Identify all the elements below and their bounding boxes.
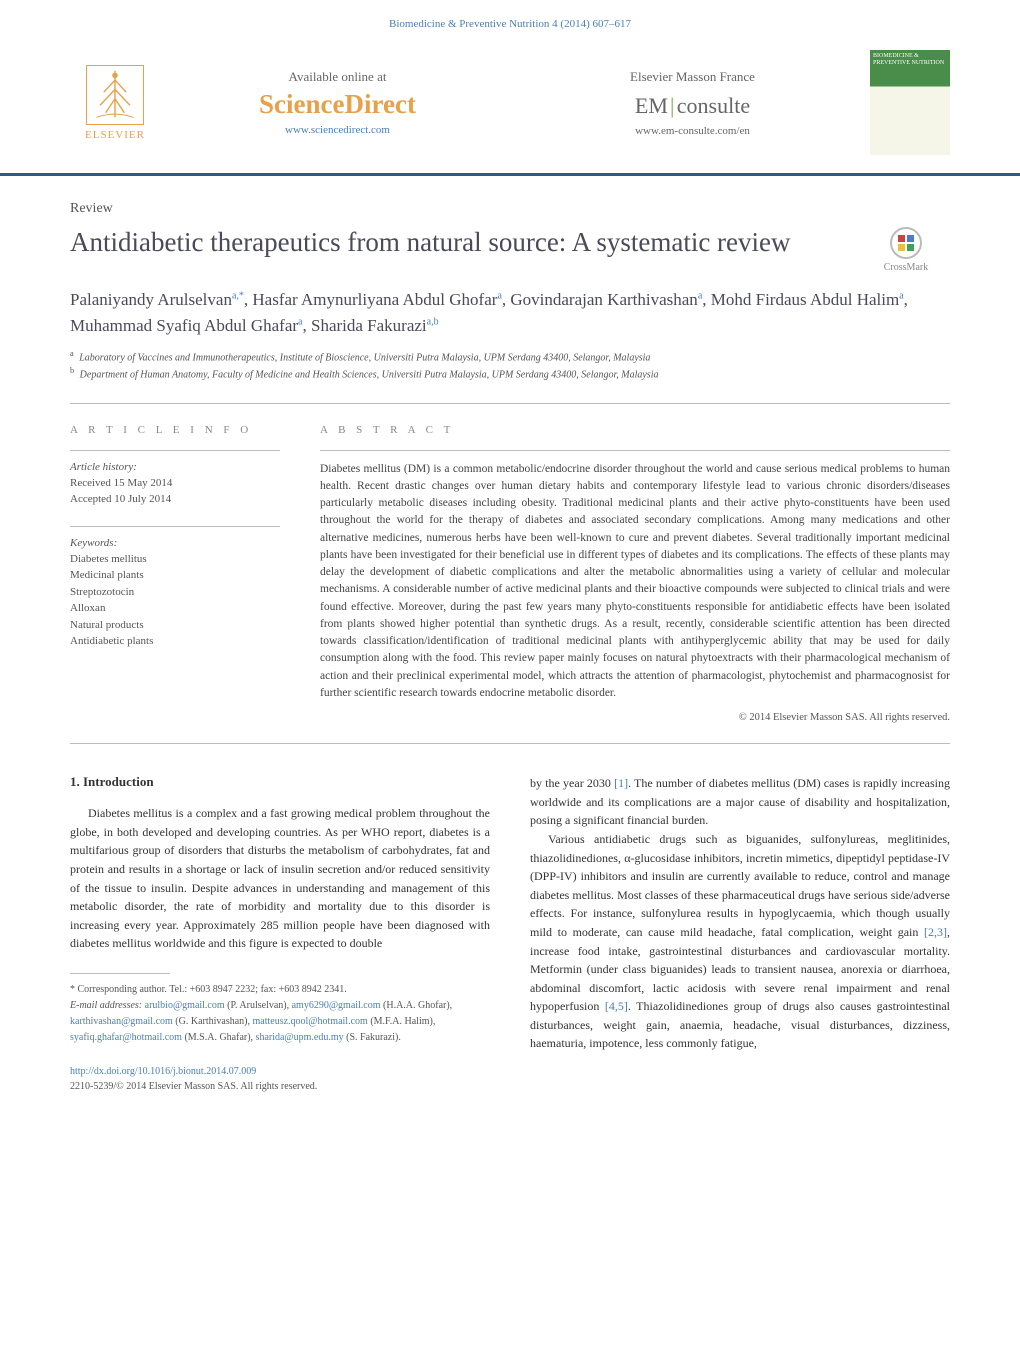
abstract-text: Diabetes mellitus (DM) is a common metab… [320,450,950,703]
email-link[interactable]: arulbio@gmail.com [145,1000,225,1011]
intro-paragraph: Diabetes mellitus is a complex and a fas… [70,804,490,953]
abstract-column: a b s t r a c t Diabetes mellitus (DM) i… [320,424,950,724]
affiliations-list: a Laboratory of Vaccines and Immunothera… [70,348,950,383]
available-online-label: Available online at [160,69,515,85]
em-logo-pipe-icon: | [670,93,675,118]
sciencedirect-block: Available online at ScienceDirect www.sc… [160,69,515,136]
journal-cover-title: BIOMEDICINE & PREVENTIVE NUTRITION [870,50,950,70]
crossmark-label: CrossMark [884,262,928,273]
issn-copyright: 2210-5239/© 2014 Elsevier Masson SAS. Al… [70,1081,317,1092]
emconsulte-logo[interactable]: EM|consulte [515,93,870,119]
keywords-block: Keywords: Diabetes mellitusMedicinal pla… [70,526,280,650]
email-link[interactable]: sharida@upm.edu.my [256,1032,344,1043]
article-info-heading: a r t i c l e i n f o [70,424,280,436]
crossmark-badge[interactable]: CrossMark [862,227,950,273]
elsevier-logo: ELSEVIER [70,65,160,141]
journal-cover-thumbnail: BIOMEDICINE & PREVENTIVE NUTRITION [870,50,950,155]
divider [70,743,950,744]
article-info-column: a r t i c l e i n f o Article history: R… [70,424,280,724]
divider [70,403,950,404]
sciencedirect-url[interactable]: www.sciencedirect.com [160,124,515,136]
email-link[interactable]: matteusz.qool@hotmail.com [253,1016,368,1027]
content-column-right: by the year 2030 [1]. The number of diab… [530,774,950,1094]
intro-paragraph-2: Various antidiabetic drugs such as bigua… [530,830,950,1053]
article-history-label: Article history: [70,461,280,473]
elsevier-masson-label: Elsevier Masson France [515,69,870,85]
abstract-copyright: © 2014 Elsevier Masson SAS. All rights r… [320,712,950,723]
em-logo-suffix: consulte [677,93,750,118]
keyword-item: Medicinal plants [70,567,280,584]
em-logo-prefix: EM [635,93,668,118]
affiliation-item: a Laboratory of Vaccines and Immunothera… [70,348,950,365]
content-column-left: 1. Introduction Diabetes mellitus is a c… [70,774,490,1094]
affiliation-item: b Department of Human Anatomy, Faculty o… [70,365,950,382]
emconsulte-url[interactable]: www.em-consulte.com/en [515,125,870,137]
intro-paragraph-cont: by the year 2030 [1]. The number of diab… [530,774,950,830]
crossmark-icon [890,227,922,259]
citation-link[interactable]: [1] [614,776,628,790]
keyword-item: Natural products [70,617,280,634]
doi-link[interactable]: http://dx.doi.org/10.1016/j.bionut.2014.… [70,1066,256,1077]
keyword-item: Streptozotocin [70,584,280,601]
article-type-label: Review [70,201,950,217]
email-footnote: E-mail addresses: arulbio@gmail.com (P. … [70,998,490,1046]
email-link[interactable]: syafiq.ghafar@hotmail.com [70,1032,182,1043]
email-link[interactable]: karthivashan@gmail.com [70,1016,173,1027]
elsevier-label: ELSEVIER [85,129,145,141]
abstract-heading: a b s t r a c t [320,424,950,436]
corresponding-author-footnote: * Corresponding author. Tel.: +603 8947 … [70,982,490,998]
received-date: Received 15 May 2014 [70,475,280,492]
email-link[interactable]: amy6290@gmail.com [292,1000,381,1011]
article-history-block: Article history: Received 15 May 2014 Ac… [70,450,280,508]
citation-link[interactable]: [2,3] [924,925,947,939]
keyword-item: Diabetes mellitus [70,551,280,568]
intro-heading: 1. Introduction [70,774,490,790]
elsevier-tree-icon [86,65,144,125]
citation-link[interactable]: [4,5] [605,999,628,1013]
article-title: Antidiabetic therapeutics from natural s… [70,227,862,258]
emconsulte-block: Elsevier Masson France EM|consulte www.e… [515,69,870,137]
authors-list: Palaniyandy Arulselvana,*, Hasfar Amynur… [70,287,950,338]
keyword-item: Alloxan [70,600,280,617]
doi-block: http://dx.doi.org/10.1016/j.bionut.2014.… [70,1064,490,1094]
accepted-date: Accepted 10 July 2014 [70,491,280,508]
header-bar: ELSEVIER Available online at ScienceDire… [0,40,1020,176]
footnote-divider [70,973,170,974]
keywords-label: Keywords: [70,537,280,549]
sciencedirect-logo[interactable]: ScienceDirect [160,89,515,120]
journal-citation: Biomedicine & Preventive Nutrition 4 (20… [0,0,1020,40]
keyword-item: Antidiabetic plants [70,633,280,650]
